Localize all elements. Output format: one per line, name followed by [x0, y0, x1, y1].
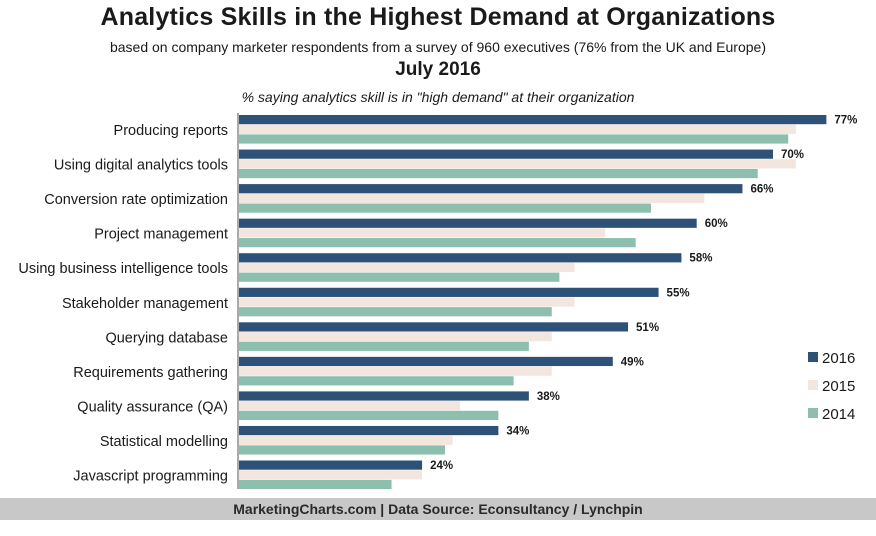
bar-2014	[239, 307, 552, 317]
bar-2014	[239, 410, 499, 420]
bar-2016	[239, 287, 659, 297]
data-label: 60%	[705, 218, 728, 230]
bar-2016	[239, 149, 773, 159]
category-label: Javascript programming	[73, 469, 228, 485]
bar-2014	[239, 238, 636, 248]
bar-2014	[239, 203, 651, 213]
category-label: Project management	[94, 227, 228, 243]
chart-measure-note: % saying analytics skill is in "high dem…	[241, 89, 635, 105]
category-label: Quality assurance (QA)	[77, 399, 228, 415]
bar-2016	[239, 322, 629, 332]
legend-swatch-2015	[808, 380, 818, 390]
data-label: 51%	[636, 322, 659, 334]
bar-2015	[239, 297, 575, 307]
bar-2016	[239, 218, 697, 228]
bar-2016	[239, 253, 682, 263]
legend-label-2014: 2014	[822, 406, 855, 423]
bar-2015	[239, 470, 423, 480]
data-label: 70%	[781, 149, 804, 161]
data-label: 55%	[667, 287, 690, 299]
data-label: 34%	[506, 425, 529, 437]
bar-2016	[239, 184, 743, 194]
bar-2016	[239, 425, 499, 436]
bar-2015	[239, 366, 552, 376]
bar-2015	[239, 332, 552, 342]
category-label: Stakeholder management	[62, 296, 228, 312]
category-label: Statistical modelling	[100, 434, 228, 450]
data-label: 49%	[621, 356, 644, 368]
chart-subtitle: based on company marketer respondents fr…	[109, 39, 766, 55]
category-label: Conversion rate optimization	[44, 192, 228, 208]
bar-2014	[239, 341, 529, 351]
chart-date: July 2016	[395, 59, 481, 80]
category-label: Requirements gathering	[73, 365, 228, 381]
legend-label-2015: 2015	[822, 378, 855, 395]
bar-2015	[239, 262, 575, 273]
category-label: Using digital analytics tools	[54, 158, 228, 174]
bar-2014	[239, 376, 514, 386]
bar-2016	[239, 115, 827, 125]
data-label: 66%	[750, 184, 773, 196]
category-label: Producing reports	[114, 123, 228, 139]
legend-swatch-2016	[808, 352, 818, 362]
legend-label-2016: 2016	[822, 350, 855, 367]
category-label: Querying database	[105, 330, 228, 346]
category-label: Using business intelligence tools	[18, 261, 228, 277]
bar-2015	[239, 124, 796, 134]
bar-2016	[239, 460, 423, 470]
bar-2014	[239, 479, 392, 490]
bar-2014	[239, 134, 789, 144]
bar-2015	[239, 159, 796, 169]
data-label: 24%	[430, 460, 453, 472]
bar-2014	[239, 445, 445, 455]
bar-2015	[239, 228, 606, 238]
bar-2015	[239, 193, 705, 203]
bar-2014	[239, 272, 560, 282]
data-label: 77%	[834, 115, 857, 127]
bar-2016	[239, 391, 529, 401]
legend-swatch-2014	[808, 408, 818, 418]
bar-2015	[239, 401, 461, 411]
bar-2015	[239, 435, 453, 445]
source-footer: MarketingCharts.com | Data Source: Econs…	[0, 498, 876, 520]
bar-chart: Producing reports 77% Using digital analyt…	[18, 113, 857, 490]
chart-title: Analytics Skills in the Highest Demand a…	[100, 3, 776, 31]
data-label: 58%	[689, 253, 712, 265]
data-label: 38%	[537, 391, 560, 403]
bar-2016	[239, 356, 613, 367]
bar-2014	[239, 168, 758, 179]
